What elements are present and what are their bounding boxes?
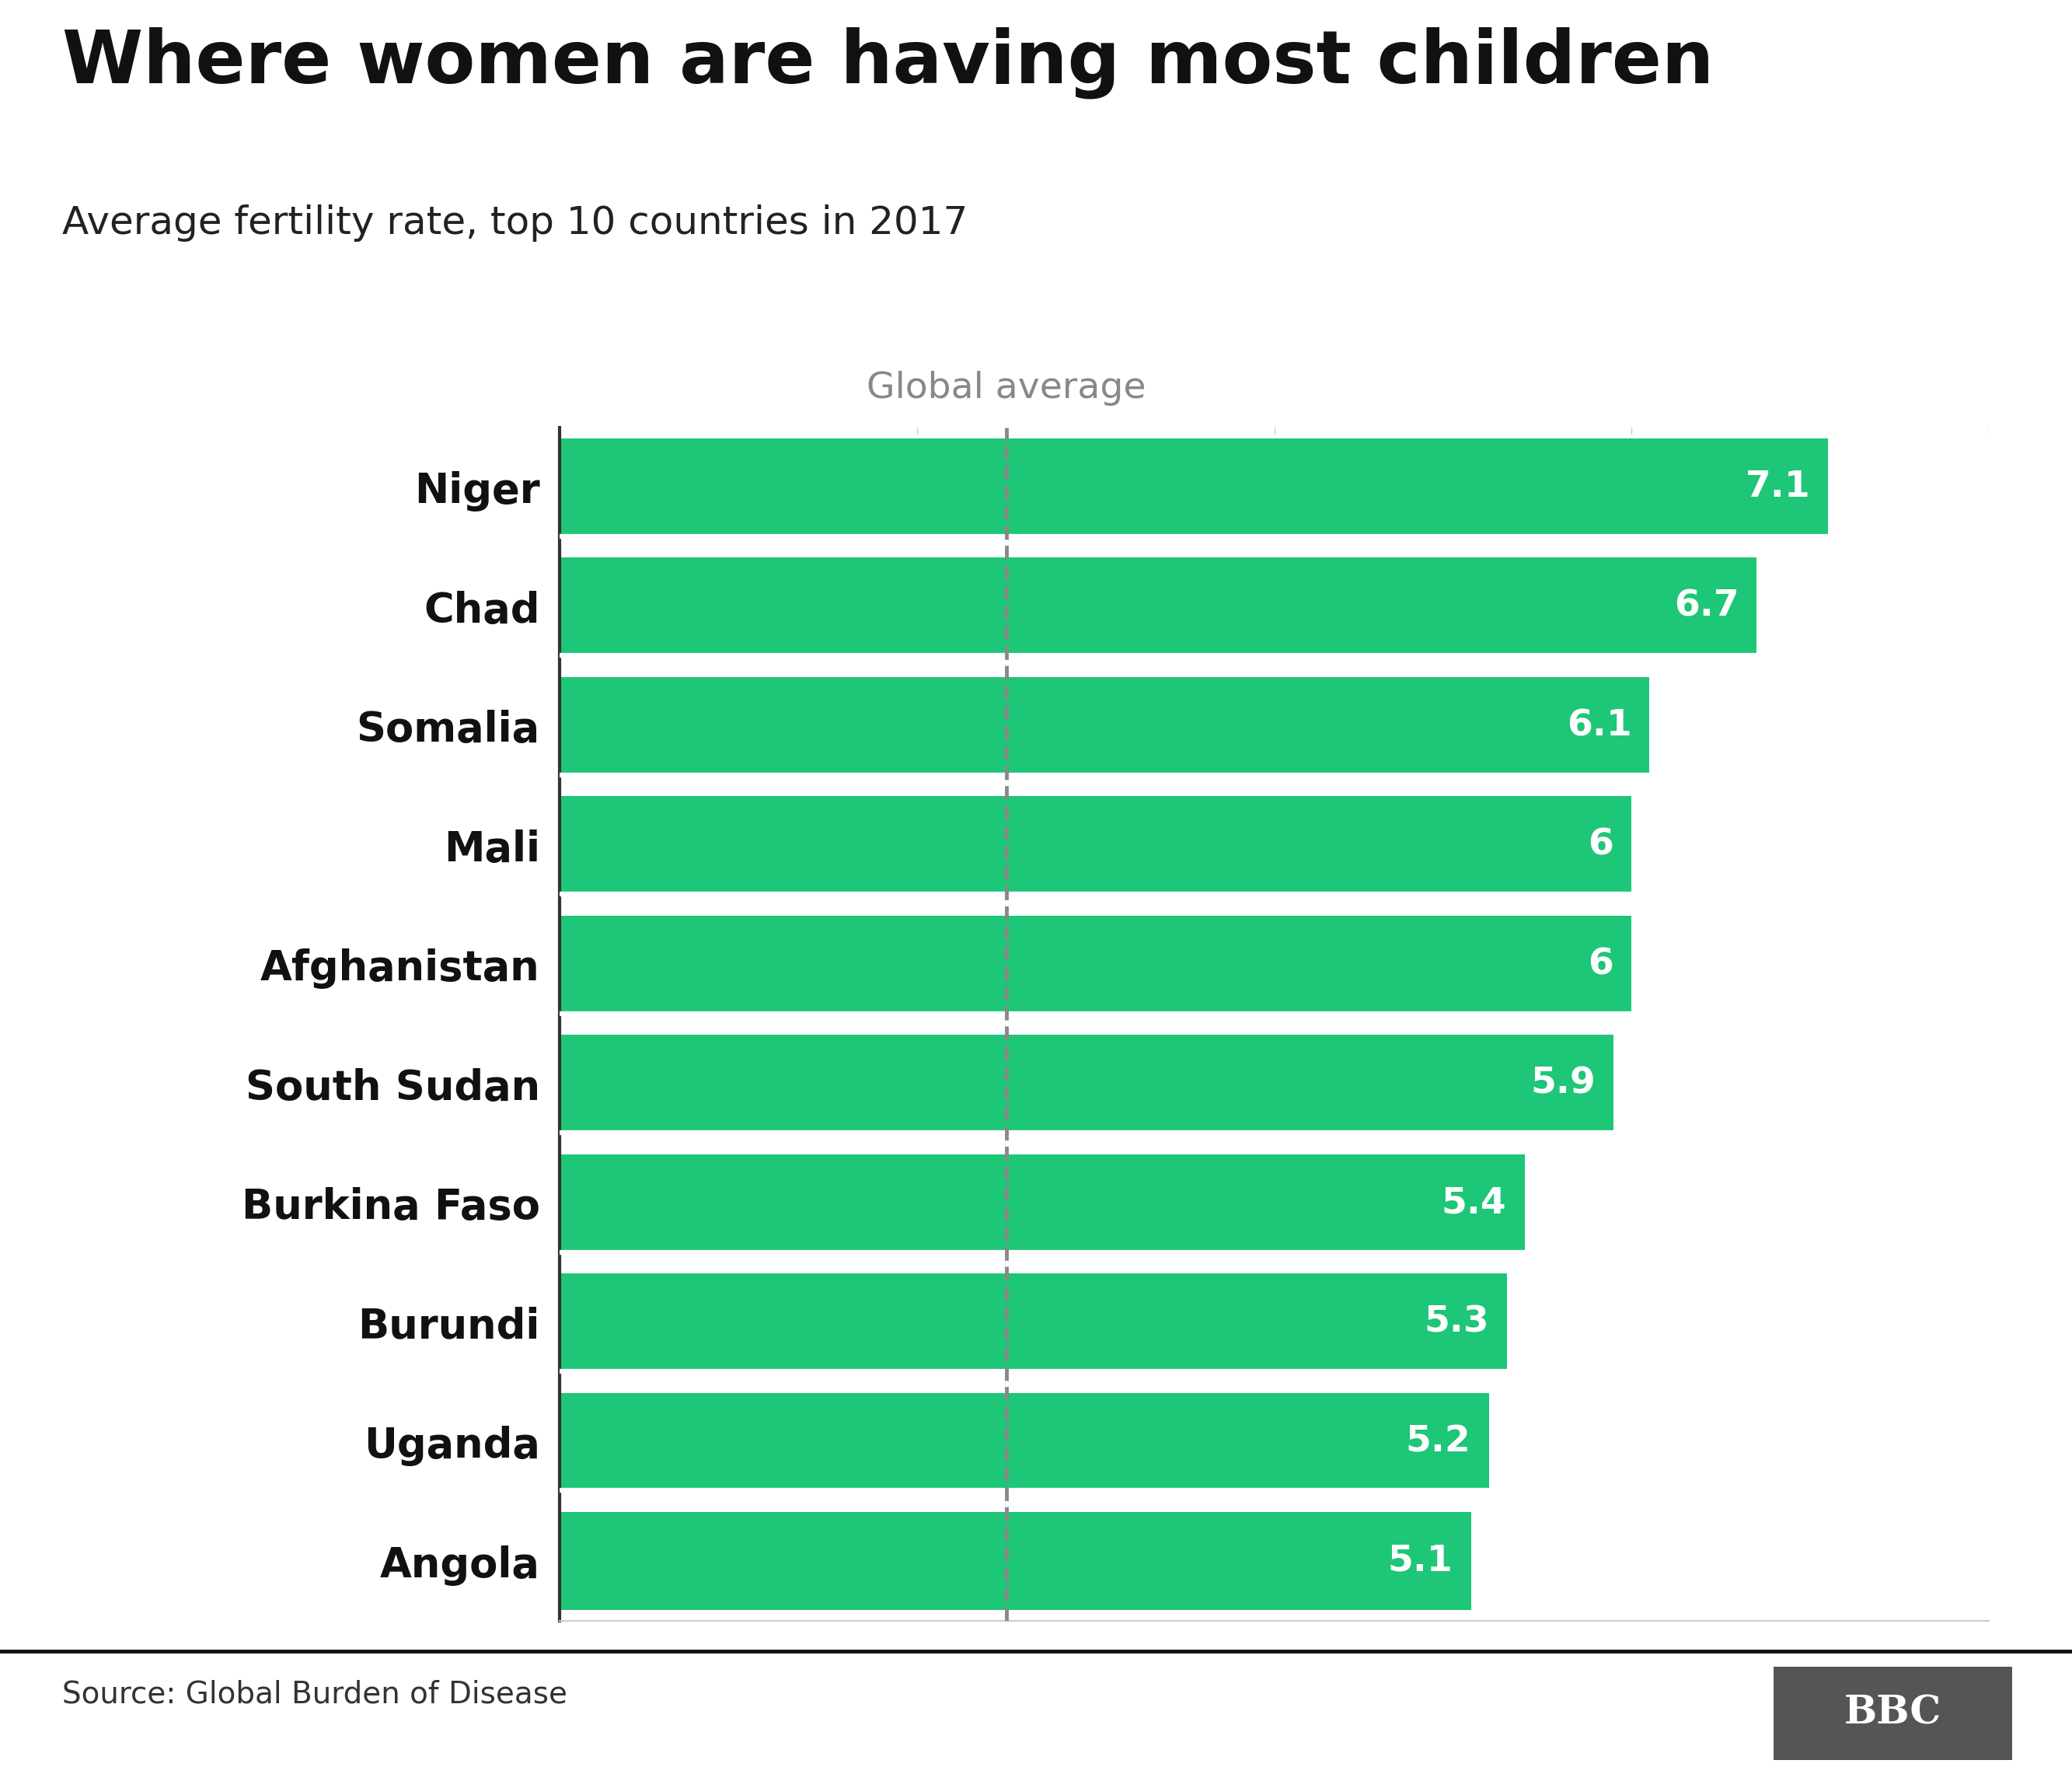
Bar [559,796,1633,894]
Text: 5.3: 5.3 [1423,1305,1490,1339]
Text: 6.1: 6.1 [1566,709,1633,743]
Bar [559,915,1633,1013]
Bar [559,1035,1614,1133]
Text: 5.2: 5.2 [1405,1425,1471,1459]
Bar [559,438,1828,536]
Text: 5.4: 5.4 [1442,1186,1506,1220]
Bar [559,1393,1490,1491]
Bar [559,557,1757,655]
Text: Source: Global Burden of Disease: Source: Global Burden of Disease [62,1679,568,1710]
Bar [559,1512,1471,1610]
Text: 5.9: 5.9 [1531,1067,1595,1101]
Bar [559,1273,1506,1371]
Text: 6: 6 [1589,947,1614,981]
Text: Where women are having most children: Where women are having most children [62,27,1714,98]
Text: 6: 6 [1589,828,1614,862]
Text: BBC: BBC [1844,1694,1941,1733]
Bar [559,1154,1525,1252]
Bar [559,677,1649,775]
Text: 5.1: 5.1 [1388,1544,1452,1578]
Text: 7.1: 7.1 [1745,470,1811,504]
Text: Global average: Global average [866,370,1146,406]
Text: 6.7: 6.7 [1674,590,1738,623]
Text: Average fertility rate, top 10 countries in 2017: Average fertility rate, top 10 countries… [62,205,968,242]
